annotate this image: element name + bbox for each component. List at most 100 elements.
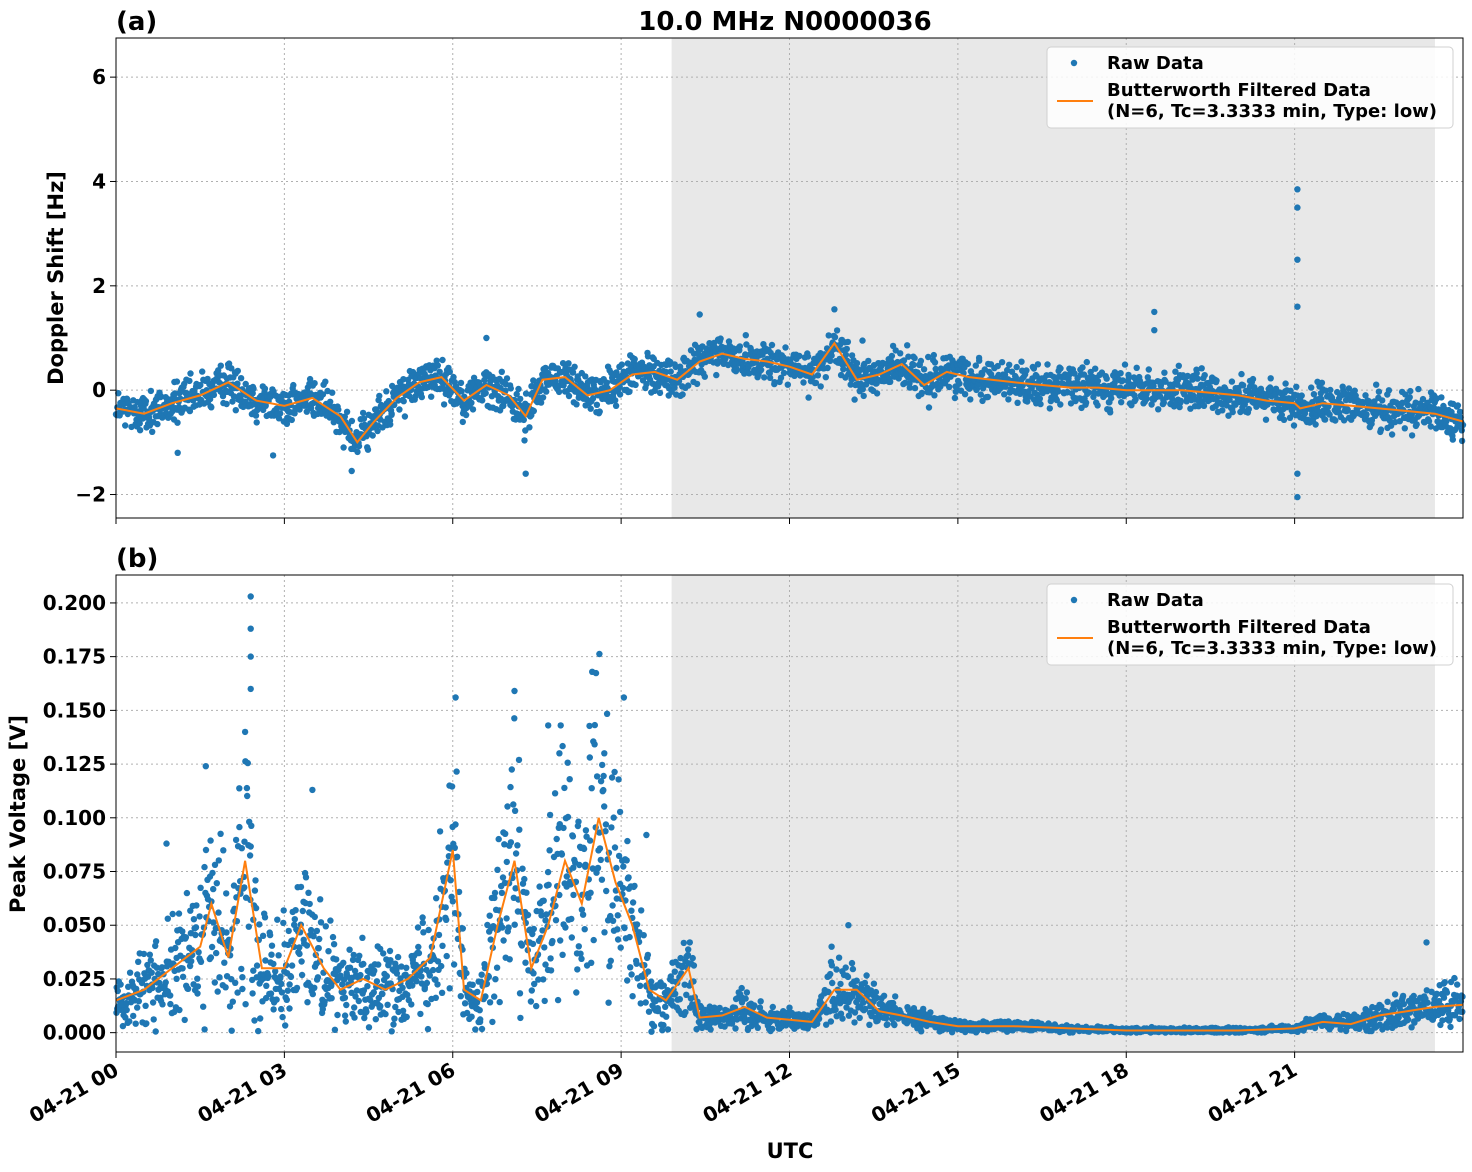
raw-point (355, 442, 363, 450)
raw-point (476, 1007, 483, 1014)
raw-point (382, 1010, 389, 1018)
raw-point (600, 786, 607, 794)
panel-b: 0.0000.0250.0500.0750.1000.1250.1500.175… (6, 544, 1466, 1163)
y-tick-label: 4 (92, 169, 106, 193)
raw-point (502, 830, 509, 837)
raw-point (644, 951, 652, 959)
raw-point (329, 933, 337, 941)
raw-point (640, 932, 647, 939)
figure-title: 10.0 MHz N0000036 (638, 7, 931, 37)
raw-point (503, 375, 511, 382)
raw-point (418, 973, 425, 980)
raw-point (920, 366, 928, 373)
raw-point (190, 916, 198, 923)
raw-point (1092, 365, 1099, 372)
raw-point (319, 391, 327, 398)
raw-point (1184, 372, 1191, 380)
raw-point (296, 950, 303, 958)
raw-point (443, 916, 450, 923)
raw-point (927, 1009, 934, 1016)
raw-point (179, 965, 186, 972)
raw-point (313, 927, 321, 935)
raw-point (130, 1012, 137, 1020)
raw-point (839, 1015, 846, 1022)
raw-point (223, 890, 230, 897)
raw-point (1037, 400, 1044, 408)
raw-point (1194, 375, 1201, 382)
raw-point (863, 972, 870, 979)
raw-point (259, 932, 267, 939)
raw-point (614, 926, 621, 933)
raw-point (357, 971, 364, 979)
raw-point (602, 821, 610, 828)
raw-outlier-point (831, 306, 838, 313)
y-tick-label: 0 (92, 378, 106, 402)
raw-point (631, 882, 638, 890)
raw-point (784, 381, 791, 388)
raw-point (872, 988, 880, 996)
raw-point (972, 362, 979, 369)
raw-point (286, 981, 293, 988)
raw-point (446, 985, 453, 992)
raw-point (248, 822, 255, 829)
raw-point (341, 413, 348, 420)
raw-point (925, 404, 933, 411)
raw-point (126, 969, 134, 976)
raw-point (327, 917, 334, 924)
raw-point (840, 366, 847, 373)
raw-point (621, 924, 628, 932)
raw-point (541, 997, 548, 1005)
raw-point (537, 399, 545, 406)
raw-point (341, 994, 349, 1001)
raw-point (562, 924, 569, 931)
raw-point (435, 931, 443, 939)
raw-point (812, 379, 820, 387)
raw-point (589, 395, 597, 402)
raw-point (843, 345, 850, 353)
raw-point (201, 1026, 208, 1033)
raw-point (1280, 416, 1288, 423)
raw-point (713, 371, 720, 379)
raw-point (603, 710, 611, 717)
raw-point (1219, 407, 1226, 414)
raw-point (573, 989, 580, 996)
raw-point (370, 989, 377, 996)
raw-point (217, 362, 224, 369)
raw-point (214, 988, 221, 995)
raw-point (608, 774, 616, 781)
raw-point (482, 389, 489, 397)
raw-point (186, 407, 194, 415)
raw-point (438, 989, 446, 996)
raw-point (469, 981, 476, 988)
raw-point (262, 402, 269, 409)
raw-point (1312, 421, 1319, 428)
raw-point (530, 407, 537, 415)
raw-point (1282, 380, 1289, 387)
raw-point (440, 401, 448, 408)
y-tick-label: −2 (75, 483, 106, 507)
raw-point (609, 902, 616, 909)
raw-point (292, 907, 299, 914)
raw-point (491, 993, 498, 1000)
raw-point (457, 993, 464, 1000)
raw-point (1401, 425, 1409, 432)
raw-point (751, 1002, 758, 1009)
raw-point (494, 866, 501, 873)
raw-point (1012, 374, 1019, 381)
raw-point (1267, 375, 1274, 382)
raw-point (614, 912, 621, 919)
raw-point (530, 925, 537, 933)
raw-point (1404, 401, 1412, 409)
raw-point (223, 400, 230, 408)
raw-point (202, 846, 210, 854)
raw-point (844, 973, 852, 981)
raw-point (533, 1002, 540, 1010)
raw-point (220, 847, 227, 854)
raw-point (303, 942, 311, 949)
raw-point (293, 984, 301, 992)
raw-point (252, 877, 259, 884)
raw-point (261, 385, 269, 392)
raw-point (998, 359, 1006, 366)
raw-point (149, 999, 157, 1006)
raw-point (147, 387, 155, 395)
